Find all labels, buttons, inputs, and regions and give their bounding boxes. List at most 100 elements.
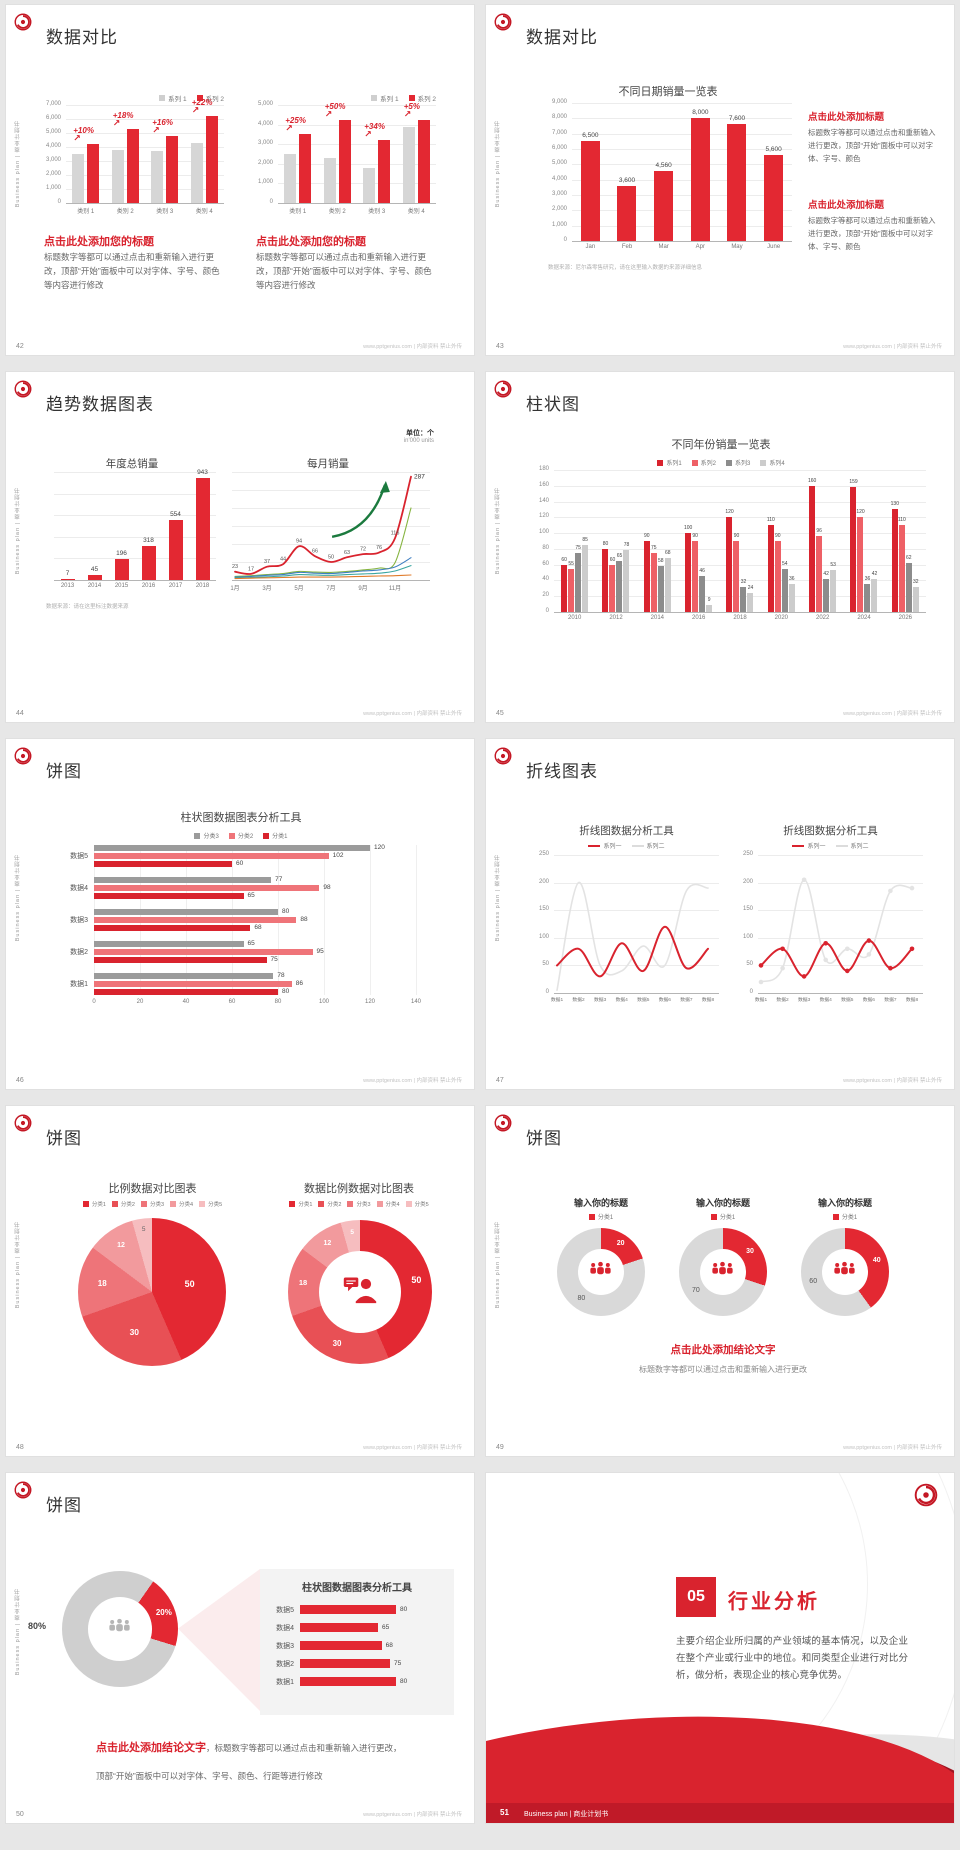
grid	[758, 993, 923, 994]
chart-title: 折线图数据分析工具	[579, 825, 674, 837]
svg	[343, 1277, 377, 1304]
xlab: 数据3	[798, 998, 811, 1003]
page-number: 50	[16, 1811, 24, 1818]
litem: 分类2	[228, 831, 253, 840]
cgroup: 6,500	[572, 103, 609, 241]
block-heading: 点击此处添加您的标题	[44, 236, 154, 248]
xlab: 2016	[141, 583, 156, 589]
bar	[561, 565, 568, 612]
grid	[54, 494, 216, 495]
sidebar-vertical-text: Business plan | 商业计划书	[15, 854, 21, 942]
xlab: 数据2	[572, 998, 585, 1003]
svg	[914, 1483, 938, 1507]
donut-chart: 20 80	[557, 1228, 645, 1316]
sw	[194, 832, 201, 839]
sw	[408, 95, 415, 101]
grid	[572, 103, 792, 104]
litem: 系列 2	[196, 93, 224, 103]
bar	[857, 517, 864, 612]
bar	[823, 579, 830, 612]
ytick: 0	[563, 237, 567, 243]
page-number: 42	[16, 343, 24, 350]
grid	[66, 147, 224, 148]
circle	[500, 386, 506, 392]
ytick: 4,000	[45, 143, 61, 149]
bar	[609, 565, 616, 612]
hlab: 数据4	[276, 1624, 294, 1632]
bar	[151, 151, 164, 203]
bar	[740, 587, 747, 612]
ytick: 200	[742, 879, 753, 885]
ytick: 5,000	[45, 129, 61, 135]
i: ↗	[112, 118, 121, 128]
bar	[190, 143, 203, 203]
hole	[822, 1249, 868, 1295]
sw	[691, 459, 698, 466]
sw	[82, 1201, 89, 1207]
sw	[657, 459, 664, 466]
xlab: 类别 3	[156, 209, 174, 215]
litem: 系列 2	[408, 93, 436, 103]
cgroup: +22% ↗	[185, 99, 225, 203]
grid	[66, 105, 224, 106]
rect	[343, 1277, 359, 1287]
text: 72	[360, 547, 366, 553]
text: 63	[344, 550, 350, 556]
vlab: 58	[658, 558, 664, 564]
b: 系列 1	[168, 96, 187, 103]
hlab: 数据5	[276, 1606, 294, 1614]
bar	[363, 168, 376, 203]
cgroup: 943	[189, 468, 216, 580]
path	[556, 881, 709, 991]
litem: 分类1	[82, 1200, 106, 1208]
sw	[371, 95, 378, 101]
path	[496, 15, 510, 29]
bar	[623, 550, 630, 612]
grid	[54, 537, 216, 538]
xlab: 100	[318, 999, 329, 1005]
hbar	[300, 1623, 378, 1632]
sw	[159, 95, 166, 101]
hlab: 数据4	[70, 885, 88, 892]
rect	[712, 1268, 719, 1275]
grid	[572, 195, 792, 196]
bar	[87, 144, 100, 203]
rect	[719, 1267, 727, 1275]
b: +18%	[112, 111, 134, 120]
chart-title: 柱状图数据图表分析工具	[180, 812, 302, 824]
hbar	[300, 1659, 390, 1668]
text: 66	[312, 549, 318, 555]
text: 23	[232, 564, 238, 570]
bar	[617, 186, 637, 241]
path	[496, 1116, 510, 1130]
vlab: 943	[197, 468, 208, 476]
grid	[572, 149, 792, 150]
sw	[726, 459, 732, 466]
grid	[758, 883, 923, 884]
hbar	[94, 973, 274, 979]
grid	[66, 175, 224, 176]
svg	[758, 877, 915, 985]
cgroup: 3,600	[609, 103, 646, 241]
slide-footer-url: www.pptgenius.com | 内部资料 禁止外传	[363, 1812, 462, 1818]
bar	[788, 584, 795, 612]
bar-chart-right: 5,000 4,000 3,000 2,000 1,000 0 +25% ↗ 类别 1 +50% ↗…	[254, 101, 436, 217]
grid	[572, 226, 792, 227]
bar	[706, 605, 713, 612]
xlab: 60	[228, 999, 236, 1005]
hbar	[300, 1641, 382, 1650]
b: 分类3	[203, 834, 219, 840]
grid	[232, 490, 430, 491]
grid	[572, 118, 792, 119]
bar	[781, 569, 788, 612]
xlab: 数据6	[658, 998, 671, 1003]
path	[760, 939, 913, 978]
circle	[500, 19, 506, 25]
vlab: 196	[116, 549, 127, 557]
circle	[14, 1481, 32, 1499]
ytick: 200	[538, 879, 549, 885]
xlab: 类别 1	[77, 209, 95, 215]
b: 系列 2	[417, 96, 436, 103]
ann: +5% ↗	[404, 103, 420, 119]
xlab: 数据7	[680, 998, 693, 1003]
